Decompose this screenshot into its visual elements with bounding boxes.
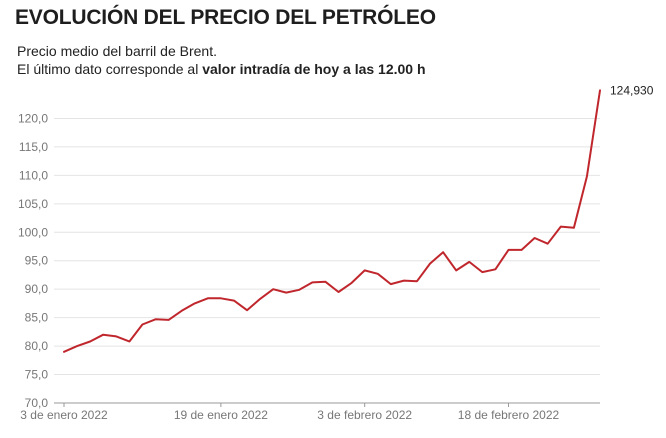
x-tick-label: 18 de febrero 2022 bbox=[458, 408, 560, 422]
data-labels: 124,930 bbox=[610, 83, 654, 97]
subtitle-line-1: Precio medio del barril de Brent. bbox=[17, 43, 217, 59]
y-tick-label: 85,0 bbox=[25, 311, 49, 325]
y-tick-label: 100,0 bbox=[18, 225, 48, 239]
y-tick-label: 115,0 bbox=[19, 140, 48, 154]
x-tick-label: 19 de enero 2022 bbox=[174, 408, 268, 422]
subtitle-line-2-text: El último dato corresponde al bbox=[17, 61, 203, 77]
y-tick-label: 105,0 bbox=[18, 197, 48, 211]
y-tick-label: 75,0 bbox=[25, 368, 49, 382]
x-tick-label: 3 de febrero 2022 bbox=[317, 408, 412, 422]
y-tick-label: 95,0 bbox=[25, 254, 49, 268]
y-tick-label: 90,0 bbox=[25, 282, 49, 296]
gridlines bbox=[54, 117, 600, 407]
y-tick-label: 70,0 bbox=[25, 396, 49, 410]
y-axis-ticks: 70,0 75,0 80,0 85,0 90,0 95,0 100,0 105,0 110,0 1… bbox=[18, 111, 48, 410]
subtitle-line-2: El último dato corresponde al valor intr… bbox=[17, 60, 426, 78]
y-tick-label: 120,0 bbox=[18, 111, 48, 125]
subtitle-line-2-bold: valor intradía de hoy a las 12.00 h bbox=[202, 61, 426, 77]
last-value-label: 124,930 bbox=[610, 83, 654, 97]
series-layer bbox=[63, 89, 601, 353]
x-tick-label: 3 de enero 2022 bbox=[20, 408, 108, 422]
chart-subtitle: Precio medio del barril de Brent. El últ… bbox=[17, 42, 426, 78]
chart-title: EVOLUCIÓN DEL PRECIO DEL PETRÓLEO bbox=[15, 6, 436, 29]
y-tick-label: 80,0 bbox=[25, 339, 49, 353]
series-line bbox=[63, 89, 601, 353]
x-axis-ticks: 3 de enero 2022 19 de enero 2022 3 de febr… bbox=[20, 408, 559, 422]
y-tick-label: 110,0 bbox=[19, 168, 48, 182]
